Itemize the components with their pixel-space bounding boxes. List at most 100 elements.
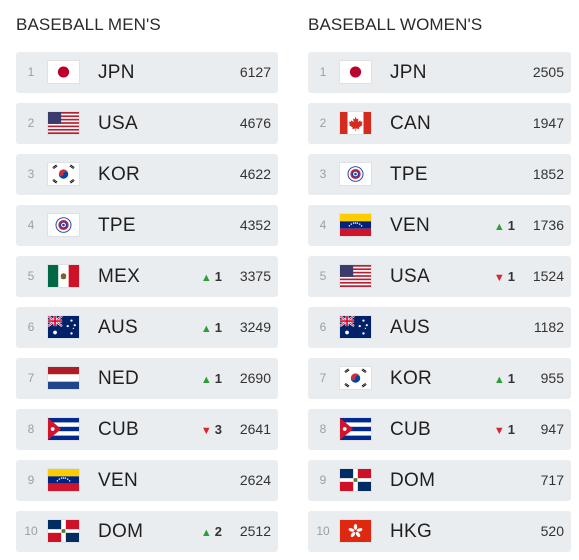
ranking-points: 1947 [532, 115, 564, 131]
ranking-row[interactable]: 1 JPN 6127 [16, 52, 278, 93]
rank-number: 7 [319, 371, 327, 385]
ranking-points: 4622 [239, 166, 271, 182]
ranking-row[interactable]: 1 JPN 2505 [308, 52, 571, 93]
cub-flag-icon [339, 417, 372, 441]
country-code: CUB [98, 419, 140, 440]
rank-number: 2 [319, 116, 327, 130]
rank-change: ▲ 1 [494, 205, 515, 246]
ven-flag-icon [339, 213, 372, 237]
rank-change: ▲ 1 [494, 358, 515, 399]
arrow-down-icon: ▼ [493, 425, 505, 437]
country-code: DOM [390, 470, 436, 491]
arrow-up-icon: ▲ [200, 374, 212, 386]
rank-number: 10 [24, 524, 38, 538]
arrow-up-icon: ▲ [493, 374, 505, 386]
women-rankings-column: BASEBALL WOMEN'S 1 JPN 2505 2 CAN 1947 3 TPE 185… [308, 0, 571, 552]
rank-number: 7 [27, 371, 35, 385]
ranking-points: 1524 [532, 268, 564, 284]
rank-number: 3 [319, 167, 327, 181]
ranking-points: 2641 [239, 421, 271, 437]
ranking-row[interactable]: 5 MEX ▲ 1 3375 [16, 256, 278, 297]
country-code: CAN [390, 113, 432, 134]
ranking-row[interactable]: 9 VEN 2624 [16, 460, 278, 501]
aus-flag-icon [47, 315, 80, 339]
ranking-points: 947 [540, 421, 564, 437]
rank-change-value: 1 [507, 371, 515, 386]
ranking-row[interactable]: 10 HKG 520 [308, 511, 571, 552]
rank-change: ▼ 1 [494, 409, 515, 450]
rank-change-value: 1 [214, 269, 222, 284]
rank-number: 4 [27, 218, 35, 232]
tpe-flag-icon [339, 162, 372, 186]
ranking-points: 717 [540, 472, 564, 488]
ranking-row[interactable]: 10 DOM ▲ 2 2512 [16, 511, 278, 552]
ranking-row[interactable]: 6 AUS 1182 [308, 307, 571, 348]
arrow-down-icon: ▼ [493, 272, 505, 284]
men-rankings-column: BASEBALL MEN'S 1 JPN 6127 2 USA 4676 3 KOR 4622 4… [16, 0, 278, 552]
ranking-points: 1736 [532, 217, 564, 233]
ranking-row[interactable]: 3 KOR 4622 [16, 154, 278, 195]
country-code: USA [390, 266, 430, 287]
country-code: JPN [98, 62, 135, 83]
dom-flag-icon [339, 468, 372, 492]
rank-number: 5 [319, 269, 327, 283]
country-code: VEN [98, 470, 138, 491]
arrow-up-icon: ▲ [200, 323, 212, 335]
rank-number: 1 [27, 65, 35, 79]
ranking-row[interactable]: 8 CUB ▼ 3 2641 [16, 409, 278, 450]
ranking-points: 2624 [239, 472, 271, 488]
rank-number: 8 [319, 422, 327, 436]
hkg-flag-icon [339, 519, 372, 543]
ranking-points: 1182 [533, 319, 564, 335]
ranking-row[interactable]: 5 USA ▼ 1 1524 [308, 256, 571, 297]
rank-number: 2 [27, 116, 35, 130]
mex-flag-icon [47, 264, 80, 288]
cub-flag-icon [47, 417, 80, 441]
usa-flag-icon [47, 111, 80, 135]
arrow-up-icon: ▲ [200, 527, 212, 539]
ranking-row[interactable]: 9 DOM 717 [308, 460, 571, 501]
ranking-row[interactable]: 2 CAN 1947 [308, 103, 571, 144]
rank-number: 4 [319, 218, 327, 232]
men-rankings-title: BASEBALL MEN'S [16, 15, 161, 34]
rank-number: 9 [27, 473, 35, 487]
rank-change: ▲ 1 [201, 307, 222, 348]
kor-flag-icon [47, 162, 80, 186]
women-rankings-title: BASEBALL WOMEN'S [308, 15, 483, 34]
rank-change-value: 1 [507, 269, 515, 284]
ranking-row[interactable]: 7 NED ▲ 1 2690 [16, 358, 278, 399]
country-code: TPE [98, 215, 136, 236]
arrow-up-icon: ▲ [200, 272, 212, 284]
country-code: HKG [390, 521, 433, 542]
rank-change: ▲ 1 [201, 256, 222, 297]
kor-flag-icon [339, 366, 372, 390]
rank-number: 5 [27, 269, 35, 283]
ranking-points: 955 [540, 370, 564, 386]
ranking-row[interactable]: 2 USA 4676 [16, 103, 278, 144]
rank-change: ▲ 1 [201, 358, 222, 399]
rank-change-value: 1 [507, 218, 515, 233]
ranking-row[interactable]: 7 KOR ▲ 1 955 [308, 358, 571, 399]
ven-flag-icon [47, 468, 80, 492]
country-code: AUS [390, 317, 430, 338]
rank-number: 1 [319, 65, 327, 79]
jpn-flag-icon [47, 60, 80, 84]
ranking-points: 4352 [239, 217, 271, 233]
ranking-row[interactable]: 4 VEN ▲ 1 1736 [308, 205, 571, 246]
rank-change-value: 2 [214, 524, 222, 539]
ranking-points: 6127 [239, 64, 271, 80]
ranking-points: 2505 [532, 64, 564, 80]
aus-flag-icon [339, 315, 372, 339]
ranking-row[interactable]: 3 TPE 1852 [308, 154, 571, 195]
ranking-row[interactable]: 6 AUS ▲ 1 3249 [16, 307, 278, 348]
rank-change: ▲ 2 [201, 511, 222, 552]
ranking-row[interactable]: 4 TPE 4352 [16, 205, 278, 246]
ranking-points: 4676 [239, 115, 271, 131]
ranking-points: 520 [540, 523, 564, 539]
rank-number: 3 [27, 167, 35, 181]
rank-change: ▼ 3 [201, 409, 222, 450]
country-code: CUB [390, 419, 432, 440]
ranking-row[interactable]: 8 CUB ▼ 1 947 [308, 409, 571, 450]
ranking-points: 3375 [239, 268, 271, 284]
country-code: DOM [98, 521, 144, 542]
